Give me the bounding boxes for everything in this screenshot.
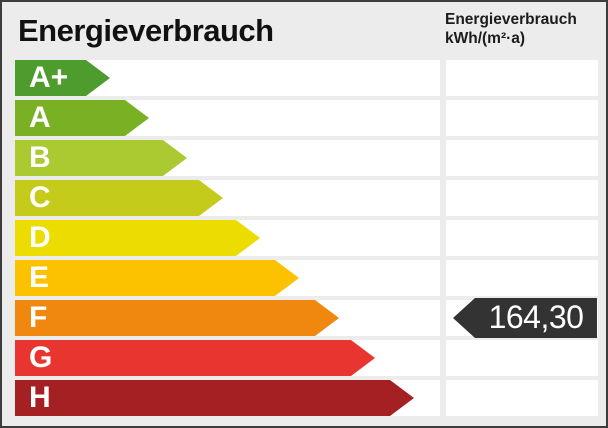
band-label: E: [29, 261, 50, 294]
band-arrow-a: A: [15, 100, 149, 136]
band-label: G: [29, 341, 53, 374]
band-arrow-b: B: [15, 140, 187, 176]
band-label: A+: [29, 61, 69, 94]
band-label: F: [29, 301, 48, 334]
value-cell: [446, 140, 598, 176]
band-label: C: [29, 181, 51, 214]
scale-row-a: A: [15, 100, 598, 136]
scale-row-f: F 164,30: [15, 298, 598, 338]
unit-header-line1: Energieverbrauch: [445, 11, 577, 28]
band-arrow-d: D: [15, 220, 260, 256]
value-cell: [446, 180, 598, 216]
value-cell: [446, 100, 598, 136]
value-marker-arrow-icon: [453, 298, 475, 338]
value-cell: [446, 220, 598, 256]
band-label: B: [29, 141, 51, 174]
band-arrow-g: G: [15, 340, 375, 376]
band-label: A: [29, 101, 51, 134]
scale-row-c: C: [15, 180, 598, 216]
scale-row-d: D: [15, 220, 598, 256]
band-arrow-e: E: [15, 260, 299, 296]
value-marker-value: 164,30: [475, 298, 597, 338]
unit-header-line2: kWh/(m²·a): [445, 29, 526, 47]
band-label: H: [29, 381, 51, 414]
scale-row-a-plus: A+: [15, 60, 598, 96]
value-cell: [446, 260, 598, 296]
scale-row-g: G: [15, 340, 598, 376]
scale-row-e: E: [15, 260, 598, 296]
value-cell: [446, 60, 598, 96]
scale-row-b: B: [15, 140, 598, 176]
page-title: Energieverbrauch: [18, 13, 274, 48]
value-cell: [446, 380, 598, 416]
band-arrow-c: C: [15, 180, 223, 216]
band-arrow-h: H: [15, 380, 414, 416]
band-arrow-f: F: [15, 300, 339, 336]
band-arrow-a-plus: A+: [15, 60, 110, 96]
unit-header: Energieverbrauch kWh/(m²·a): [445, 11, 577, 48]
value-cell: [446, 340, 598, 376]
band-label: D: [29, 221, 51, 254]
scale-row-h: H: [15, 380, 598, 416]
